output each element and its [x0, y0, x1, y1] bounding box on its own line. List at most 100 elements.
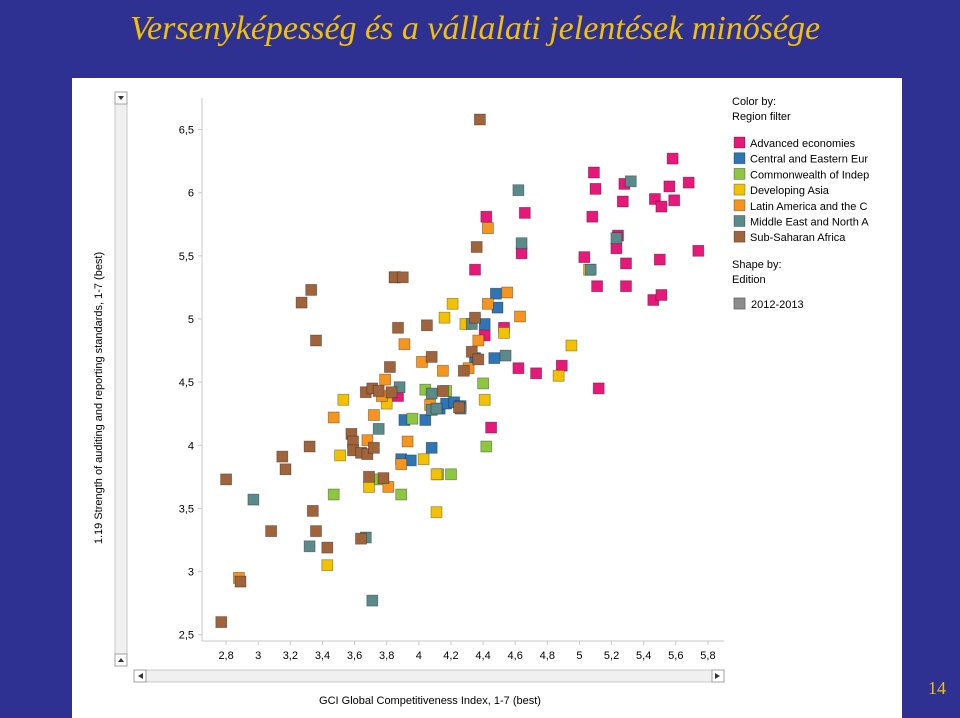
data-point [578, 251, 591, 264]
legend-shape-entry: 2012-2013 [751, 299, 804, 311]
data-point [321, 541, 334, 554]
horizontal-scroll-track[interactable] [133, 669, 725, 683]
data-point [620, 280, 632, 293]
data-point [327, 411, 340, 424]
data-point [478, 318, 491, 330]
data-point [366, 594, 379, 607]
page-number: 14 [928, 678, 946, 698]
data-point [692, 244, 705, 257]
data-point [584, 263, 597, 276]
data-point [620, 257, 632, 270]
y-tick-label: 4 [188, 440, 194, 452]
data-point [472, 353, 485, 366]
legend-label: Sub-Saharan Africa [750, 232, 846, 244]
data-point [361, 434, 374, 447]
y-axis-ticks: 2,5 3 3,5 4 4,5 5 5,5 6 6,5 [179, 125, 202, 642]
data-point [363, 470, 375, 483]
x-tick-label: 5,4 [636, 650, 651, 662]
data-point [438, 311, 451, 324]
data-point [457, 364, 470, 377]
data-point [512, 184, 525, 197]
legend-label: Latin America and the C [750, 201, 867, 213]
data-point [663, 180, 676, 193]
data-point [668, 194, 681, 207]
y-tick-label: 6 [188, 188, 194, 200]
data-point [295, 296, 308, 309]
data-point [592, 382, 605, 395]
data-point [247, 493, 260, 506]
data-point [385, 386, 398, 399]
data-point [383, 361, 396, 373]
data-point [396, 271, 409, 284]
data-point [425, 350, 438, 363]
data-point [420, 319, 433, 332]
legend-shape-subtitle: Edition [732, 274, 766, 286]
data-point [470, 241, 483, 253]
data-point [499, 349, 512, 362]
x-tick-label: 4,2 [443, 650, 458, 662]
scatter-chart: 2,5 3 3,5 4 4,5 5 5,5 6 6,5 2,8 3 3,2 3,4 3,6 3,8 4 4,2… [93, 91, 869, 707]
horizontal-scrollbar[interactable] [133, 669, 725, 683]
data-point [265, 525, 278, 538]
data-point [430, 506, 443, 519]
data-point [586, 210, 599, 223]
data-point [616, 195, 629, 208]
data-point [489, 287, 502, 300]
y-tick-label: 4,5 [179, 377, 194, 389]
scroll-up-arrow-icon [118, 658, 124, 662]
y-tick-label: 5 [188, 314, 194, 326]
data-point [514, 310, 526, 323]
data-point [430, 402, 443, 415]
data-point [234, 575, 247, 588]
data-point [624, 175, 637, 188]
legend-swatch [733, 215, 746, 227]
data-point [453, 401, 465, 414]
x-tick-label: 5,6 [668, 650, 683, 662]
data-point [215, 616, 228, 628]
data-point [310, 525, 322, 538]
data-point [589, 183, 602, 195]
scroll-down-arrow-icon [118, 96, 124, 100]
data-point [469, 311, 481, 324]
legend-color-title: Color by: [732, 96, 776, 108]
data-point [417, 453, 430, 466]
series-group [321, 263, 596, 572]
slide-title: Versenyképesség és a vállalati jelentése… [130, 10, 821, 47]
data-point [327, 488, 340, 501]
legend-label: Central and Eastern Eur [750, 154, 868, 166]
legend-label: Commonwealth of Indep [750, 169, 869, 181]
data-point [337, 393, 350, 406]
y-tick-label: 3 [188, 567, 194, 579]
data-point [515, 237, 528, 250]
data-point [588, 166, 600, 179]
legend-items: Advanced economies Central and Eastern Eu… [733, 136, 869, 244]
data-point [478, 393, 491, 406]
x-axis-title: GCI Global Competitiveness Index, 1-7 (b… [319, 695, 541, 707]
data-point [480, 210, 493, 223]
data-point [436, 385, 449, 397]
data-point [530, 367, 543, 380]
data-point [477, 377, 490, 390]
x-axis-ticks: 2,8 3 3,2 3,4 3,6 3,8 4 4,2 4,4 4,6 4,8 5 5,2 5,4 5,6 5… [218, 641, 716, 662]
data-point [379, 373, 392, 386]
x-tick-label: 3,4 [315, 650, 330, 662]
vertical-scrollbar[interactable] [114, 91, 128, 667]
data-point [498, 326, 510, 339]
series-group [215, 113, 486, 628]
data-point [321, 559, 334, 572]
data-point [655, 200, 668, 213]
data-point [306, 504, 319, 517]
data-point [473, 113, 486, 126]
x-tick-label: 4,6 [508, 650, 523, 662]
data-point [501, 286, 514, 299]
data-point [518, 206, 531, 219]
data-point [406, 412, 419, 425]
data-point [653, 253, 666, 266]
scroll-left-arrow-icon [138, 673, 143, 679]
legend-color-subtitle: Region filter [732, 111, 791, 123]
data-point [395, 488, 408, 501]
chart-panel: 2,5 3 3,5 4 4,5 5 5,5 6 6,5 2,8 3 3,2 3,4 3,6 3,8 4 4,2… [72, 78, 902, 718]
y-tick-label: 6,5 [179, 125, 194, 137]
data-point [419, 414, 432, 426]
vertical-scroll-track[interactable] [114, 91, 128, 667]
